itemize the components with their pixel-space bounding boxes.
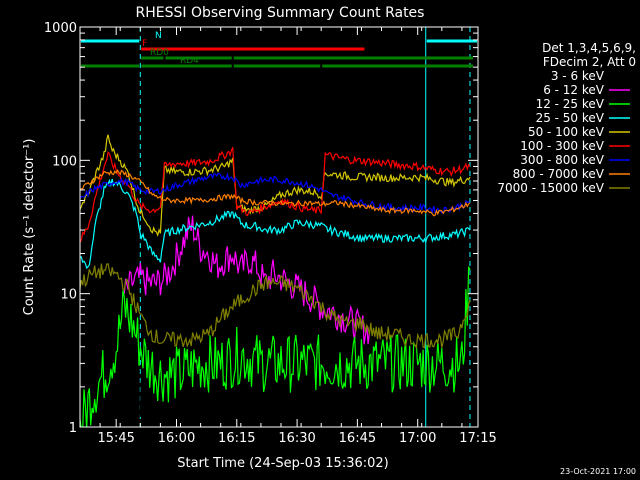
x-axis-label: Start Time (24-Sep-03 15:36:02) (177, 456, 388, 471)
x-tick-label: 17:00 (399, 431, 436, 446)
y-tick-label: 1000 (44, 21, 77, 36)
series-line (139, 193, 362, 417)
series-line (80, 172, 471, 215)
x-tick-label: 16:30 (278, 431, 315, 446)
plot-frame (79, 26, 479, 428)
legend-entry-label: 12 - 25 keV (536, 97, 605, 111)
footer-date: 23-Oct-2021 17:00 (560, 467, 636, 476)
legend-entry-label: 300 - 800 keV (520, 153, 604, 167)
legend: Det 1,3,4,5,6,9,FDecim 2, Att 03 - 6 keV… (497, 41, 636, 195)
legend-entry-label: 7000 - 15000 keV (497, 181, 604, 195)
state-bar-label: RD4 (180, 56, 199, 66)
x-tick-label: 17:15 (459, 431, 496, 446)
legend-entry-label: 25 - 50 keV (536, 111, 605, 125)
series-line (80, 178, 471, 270)
legend-header: FDecim 2, Att 0 (543, 55, 636, 69)
state-bar-label: N (155, 31, 162, 41)
legend-entry-label: 100 - 300 keV (520, 139, 604, 153)
y-tick-label: 100 (52, 154, 77, 169)
state-bar-label: F (142, 39, 147, 49)
chart-title: RHESSI Observing Summary Count Rates (136, 5, 425, 21)
x-tick-label: 16:00 (158, 431, 195, 446)
y-axis-label: Count Rate (s⁻¹ detector⁻¹) (22, 139, 37, 316)
series-line (80, 168, 471, 217)
y-tick-label: 1 (69, 421, 77, 436)
legend-entry-label: 50 - 100 keV (528, 125, 605, 139)
series-line (80, 134, 471, 237)
y-tick-label: 10 (60, 288, 77, 303)
series-line (80, 263, 471, 350)
axes: 15:45 16:00 16:15 16:30 16:45 17:00 17:15 1 10 10… (44, 21, 497, 446)
state-bar-label: RD0 (150, 48, 169, 58)
legend-entry-label: 6 - 12 keV (543, 83, 605, 97)
legend-entry-label: 800 - 7000 keV (513, 167, 605, 181)
legend-header: Det 1,3,4,5,6,9, (542, 41, 636, 55)
legend-entry-label: 3 - 6 keV (551, 69, 605, 83)
x-tick-label: 15:45 (97, 431, 134, 446)
x-tick-label: 16:15 (218, 431, 255, 446)
series-line (123, 215, 371, 345)
x-tick-label: 16:45 (339, 431, 376, 446)
series-line (80, 266, 471, 427)
